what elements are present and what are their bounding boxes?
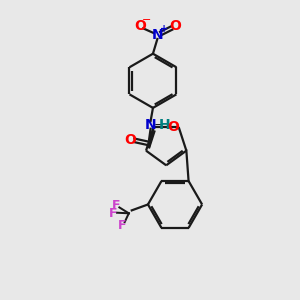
Text: O: O bbox=[167, 120, 179, 134]
Text: O: O bbox=[124, 133, 136, 147]
Text: −: − bbox=[142, 15, 151, 25]
Text: F: F bbox=[118, 219, 127, 232]
Text: N: N bbox=[145, 118, 156, 132]
Text: +: + bbox=[160, 24, 168, 34]
Text: H: H bbox=[159, 118, 170, 132]
Text: −: − bbox=[154, 118, 164, 131]
Text: O: O bbox=[169, 19, 181, 33]
Text: F: F bbox=[112, 199, 121, 212]
Text: N: N bbox=[152, 28, 163, 43]
Text: F: F bbox=[109, 207, 118, 220]
Text: O: O bbox=[134, 19, 146, 33]
